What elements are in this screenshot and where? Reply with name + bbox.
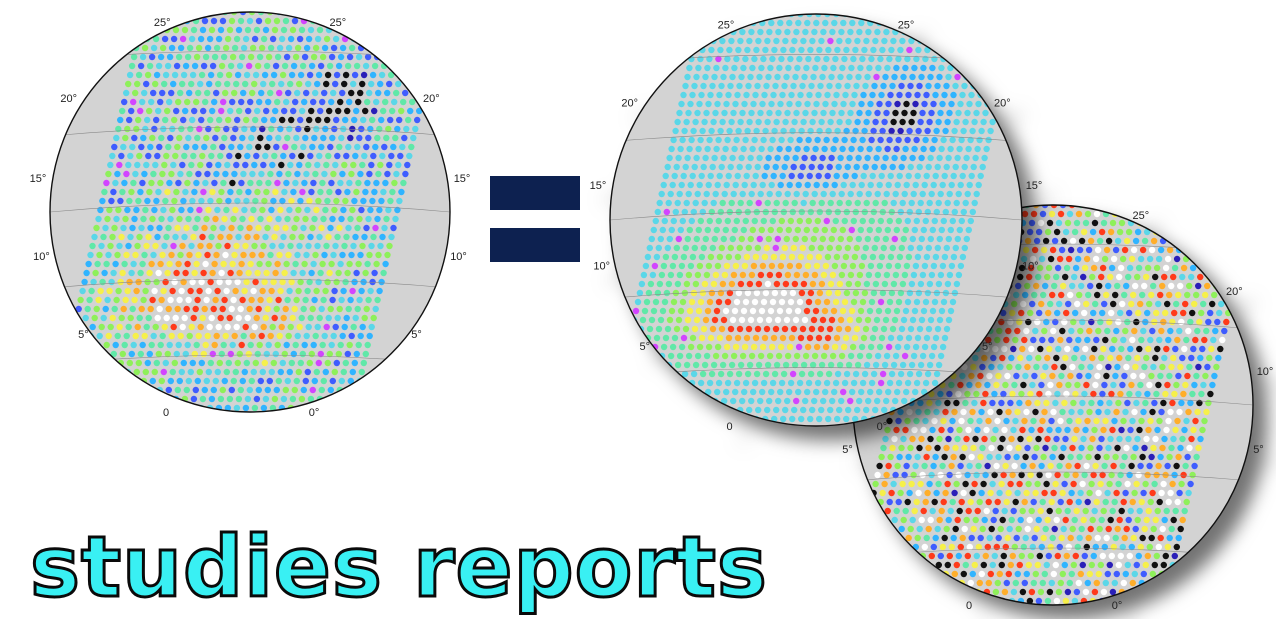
lon-label: 0 [726, 421, 732, 433]
data-swath [610, 14, 1020, 423]
lat-label-right: 25° [330, 17, 347, 29]
lon-label: 0° [309, 407, 320, 419]
lat-label-right: 5° [1253, 444, 1264, 456]
lat-label-right: 15° [1026, 180, 1043, 192]
observed-map: 25° 25° 20° 20° 15° 15° 10° 10° 5° 5° 0 0° [0, 0, 480, 440]
lon-label: 0° [1112, 600, 1123, 612]
lat-label-left: 5° [639, 341, 650, 353]
lat-label-right: 10° [450, 251, 467, 263]
lat-label-right: 25° [898, 19, 915, 31]
lat-label-right: 10° [1022, 260, 1039, 272]
lat-label-right: 5° [982, 341, 993, 353]
equals-sign-bottom-bar [490, 228, 580, 262]
lon-label: 0° [877, 421, 888, 433]
lat-label-right: 20° [1226, 286, 1243, 298]
lat-label-right: 5° [411, 329, 422, 341]
smooth-globe: 25° 25° 20° 20° 15° 15° 10° 10° 5° 5° 0 0° [590, 13, 1043, 433]
lat-label-left: 15° [30, 173, 47, 185]
lat-label-left: 10° [593, 260, 610, 272]
lat-label-right: 20° [423, 93, 440, 105]
lat-label-left: 25° [154, 17, 171, 29]
lat-label-right: 20° [994, 98, 1011, 110]
lat-label-left: 25° [718, 19, 735, 31]
lon-label: 0 [966, 600, 972, 612]
observed-globe: 25° 25° 20° 20° 15° 15° 10° 10° 5° 5° 0 0° [30, 11, 471, 419]
lat-label-left: 5° [842, 444, 853, 456]
lat-label-right: 25° [1133, 210, 1150, 222]
lat-label-right: 15° [454, 173, 471, 185]
lat-label-left: 5° [78, 329, 89, 341]
lat-label-left: 20° [621, 98, 638, 110]
equals-sign-top-bar [490, 176, 580, 210]
lat-label-right: 10° [1257, 366, 1274, 378]
smooth-map: 25° 25° 20° 20° 15° 15° 10° 10° 5° 5° 0 0° [590, 0, 1056, 440]
lat-label-left: 20° [60, 93, 77, 105]
lat-label-left: 15° [590, 180, 607, 192]
caption-text: studies reports [29, 518, 769, 616]
lat-label-left: 10° [33, 251, 50, 263]
globe-outline [609, 13, 1023, 427]
lon-label: 0 [163, 407, 169, 419]
globe-outline [49, 11, 451, 413]
